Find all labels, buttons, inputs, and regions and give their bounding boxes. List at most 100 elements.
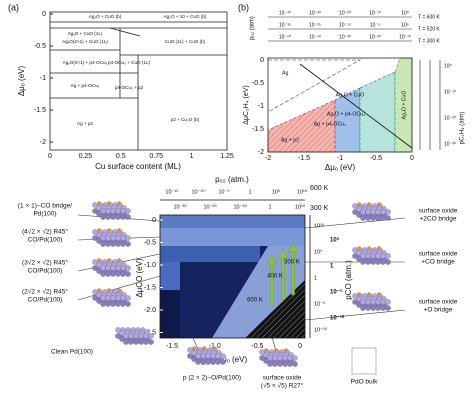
y-tick-label: -1.5 — [144, 284, 156, 291]
atom — [148, 333, 154, 339]
left-labels: (1 × 1)−CO bridge/ — [18, 203, 72, 210]
region-label: AgₓO + CuO — [336, 92, 365, 98]
left-labels: (4√2 × √2) R45° — [22, 228, 68, 236]
atom — [120, 208, 126, 214]
atom — [105, 295, 111, 301]
top-tick-label: 10⁻⁵⁰ — [279, 34, 291, 40]
atom — [375, 215, 381, 221]
top-tick-label: 10⁻³⁰ — [309, 10, 321, 16]
top-tick-label: 10⁵ — [272, 188, 280, 195]
atom — [365, 253, 371, 259]
atom — [123, 339, 129, 345]
atom — [110, 271, 116, 277]
atom — [100, 241, 106, 247]
top-tick-label: 10⁻¹⁰ — [399, 34, 411, 40]
temperature-label: T = 300 K — [418, 38, 440, 44]
top-tick-label: 10⁵ — [401, 22, 409, 28]
atom — [105, 208, 111, 214]
right-axis-title: pC₂H₄ (atm) — [460, 112, 466, 144]
atom — [100, 214, 106, 220]
atom — [380, 299, 386, 305]
panel-label: (b) — [238, 2, 249, 12]
atom — [105, 241, 111, 247]
top-tick-label: 10⁻¹⁰ — [233, 203, 247, 210]
y-tick-label: -2 — [258, 149, 264, 156]
adsorbate — [202, 346, 206, 350]
adsorbate — [212, 346, 216, 350]
left-labels: Pd(100) — [33, 211, 56, 218]
right-axis-title: pCO (atm.) — [344, 260, 353, 300]
atom — [123, 333, 129, 339]
atom — [125, 265, 131, 271]
x-tick-label: 0.25 — [79, 153, 93, 160]
atom — [370, 259, 376, 265]
atom — [100, 301, 106, 307]
atom — [220, 353, 226, 359]
atom — [282, 361, 288, 367]
atom — [360, 253, 366, 259]
atom — [385, 299, 391, 305]
atom — [360, 305, 366, 311]
top-tick-label: 10⁻²⁰ — [339, 10, 351, 16]
atom — [385, 209, 391, 215]
top-tick-label: 10⁻⁴⁰ — [309, 34, 321, 40]
atom — [370, 215, 376, 221]
y-tick-label: -2.0 — [144, 307, 156, 314]
panel-label: (a) — [8, 2, 19, 12]
panel-c-regions — [77, 199, 406, 375]
y-tick-label: -0.5 — [252, 80, 264, 87]
atom — [370, 299, 376, 305]
temperature-label: 400 K — [267, 274, 283, 280]
temperature-label: 300 K — [284, 260, 300, 266]
x-tick-label: -0.5 — [370, 155, 382, 162]
right-tick-label: 1 — [314, 275, 317, 281]
adsorbate — [107, 288, 111, 292]
adsorbate — [117, 201, 121, 205]
temperature-label: 600 K — [310, 185, 329, 192]
atom — [125, 214, 131, 220]
atom — [277, 355, 283, 361]
atom — [110, 235, 116, 241]
atom — [133, 333, 139, 339]
atom — [115, 295, 121, 301]
region-label: Ag + p4-OCu₃ — [71, 83, 100, 88]
region-label: Ag — [282, 70, 288, 76]
atom — [375, 299, 381, 305]
region-label: Ag₂O + CuO — [401, 91, 407, 120]
atom — [115, 265, 121, 271]
y-axis-title: Δμₒ (eV) — [17, 66, 26, 97]
right-tick-label: 1 — [330, 264, 334, 270]
atom — [100, 265, 106, 271]
region-label: Ag + p2 — [281, 137, 299, 143]
atom — [120, 235, 126, 241]
atom — [267, 361, 273, 367]
top-tick-label: 10⁻⁵ — [370, 22, 380, 28]
atom — [100, 271, 106, 277]
bottom-labels: p (2 × 2)−O/Pd(100) — [183, 375, 241, 382]
atom — [128, 339, 134, 345]
atom — [385, 253, 391, 259]
right-labels: +2CO bridge — [419, 216, 456, 223]
x-tick-label: 0 — [410, 155, 414, 162]
region-label: Ag + p2 — [77, 121, 93, 126]
top-axis-title: pₒ₂ (atm) — [250, 16, 256, 40]
atom — [125, 235, 131, 241]
x-tick-label: 0.75 — [149, 153, 163, 160]
y-tick-label: -1.0 — [144, 262, 156, 269]
y-tick-label: -1 — [40, 75, 46, 82]
atom — [375, 209, 381, 215]
top-tick-label: 10⁰ — [401, 10, 409, 16]
adsorbate — [377, 292, 381, 296]
x-axis-title: Δμₒ (eV) — [325, 163, 356, 172]
atom — [200, 359, 206, 365]
region-label: AgₓO(2×1) + CuO (1L) — [62, 39, 108, 44]
atom — [365, 299, 371, 305]
atom — [120, 241, 126, 247]
atom — [105, 271, 111, 277]
x-tick-label: -1.5 — [298, 155, 310, 162]
right-tick-label: 10⁻⁵ — [314, 300, 325, 307]
atom — [105, 235, 111, 241]
region-label: p4-OCu₃ + CuO (1L) — [108, 60, 151, 65]
atom — [105, 265, 111, 271]
region-label: p4-OCu₃ + p2 — [115, 85, 144, 90]
